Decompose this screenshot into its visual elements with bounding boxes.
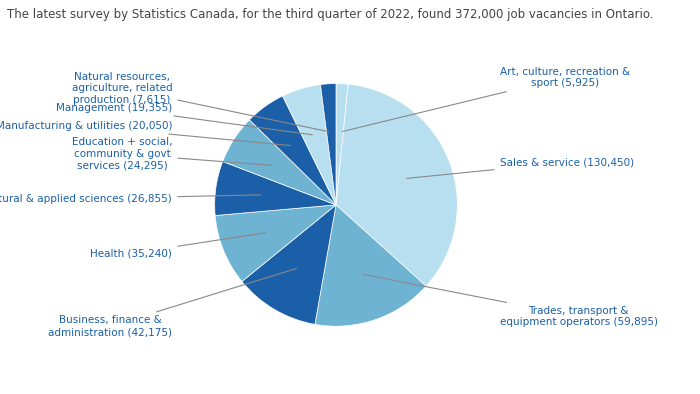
Text: Management (19,355): Management (19,355) bbox=[56, 103, 312, 135]
Text: Business, finance &
administration (42,175): Business, finance & administration (42,1… bbox=[48, 268, 297, 337]
Wedge shape bbox=[215, 205, 336, 281]
Wedge shape bbox=[223, 120, 336, 205]
Wedge shape bbox=[215, 162, 336, 216]
Text: Art, culture, recreation &
sport (5,925): Art, culture, recreation & sport (5,925) bbox=[342, 67, 630, 132]
Wedge shape bbox=[315, 205, 426, 326]
Wedge shape bbox=[242, 205, 336, 324]
Wedge shape bbox=[336, 84, 348, 205]
Wedge shape bbox=[336, 84, 457, 286]
Text: Manufacturing & utilities (20,050): Manufacturing & utilities (20,050) bbox=[0, 121, 290, 146]
Text: Natural resources,
agriculture, related
production (7,615): Natural resources, agriculture, related … bbox=[71, 72, 328, 132]
Wedge shape bbox=[249, 96, 336, 205]
Text: Health (35,240): Health (35,240) bbox=[90, 233, 266, 258]
Wedge shape bbox=[321, 84, 336, 205]
Text: Natural & applied sciences (26,855): Natural & applied sciences (26,855) bbox=[0, 194, 261, 204]
Text: Education + social,
community & govt
services (24,295): Education + social, community & govt ser… bbox=[71, 138, 272, 171]
Wedge shape bbox=[283, 85, 336, 205]
Text: The latest survey by Statistics Canada, for the third quarter of 2022, found 372: The latest survey by Statistics Canada, … bbox=[7, 8, 654, 21]
Text: Trades, transport &
equipment operators (59,895): Trades, transport & equipment operators … bbox=[363, 274, 658, 327]
Text: Sales & service (130,450): Sales & service (130,450) bbox=[407, 158, 634, 178]
